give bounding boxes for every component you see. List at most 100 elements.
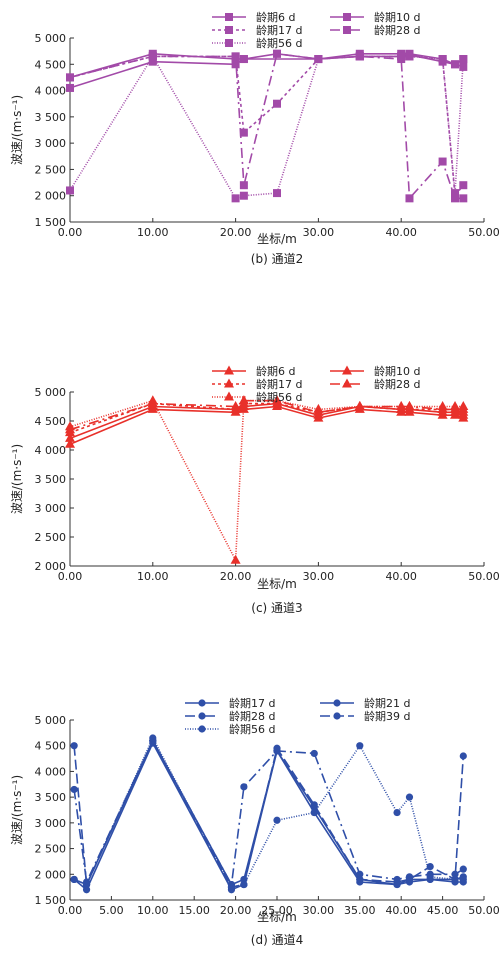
y-tick-label: 4 000 — [35, 444, 67, 457]
data-point — [451, 189, 460, 198]
data-point — [65, 438, 75, 448]
x-tick-label: 20.00 — [220, 904, 252, 917]
series-line — [69, 55, 464, 198]
data-point — [65, 432, 75, 442]
legend-marker — [342, 365, 352, 375]
x-tick-label: 10.00 — [137, 226, 169, 239]
legend-marker — [225, 13, 233, 21]
x-tick-label: 30.00 — [303, 904, 335, 917]
x-tick-label: 20.00 — [220, 570, 252, 583]
series-5 — [70, 734, 467, 891]
y-tick-label: 2 500 — [35, 843, 67, 856]
panel-caption: (b) 通道2 — [251, 252, 303, 266]
y-tick-label: 2 500 — [35, 531, 67, 544]
data-point — [239, 191, 248, 200]
data-point — [451, 194, 460, 203]
data-point — [393, 878, 401, 886]
x-tick-label: 40.00 — [385, 570, 417, 583]
legend-label: 龄期6 d — [256, 364, 295, 378]
x-tick-label: 50.00 — [468, 226, 500, 239]
data-point — [313, 403, 324, 413]
legend-entry: 龄期28 d — [330, 23, 420, 37]
legend-marker — [198, 725, 206, 733]
data-point — [148, 52, 157, 61]
data-point — [273, 99, 281, 108]
series-line — [69, 54, 465, 200]
x-axis-label: 坐标/m — [257, 232, 297, 246]
data-point — [451, 60, 460, 69]
legend-entry: 龄期10 d — [330, 10, 420, 24]
panel-caption: (c) 通道3 — [251, 601, 302, 615]
x-tick-label: 50.00 — [468, 570, 500, 583]
data-point — [459, 194, 468, 203]
data-point — [240, 783, 248, 791]
data-point — [354, 401, 365, 410]
y-tick-label: 4 000 — [35, 765, 67, 778]
legend-entry: 龄期21 d — [320, 696, 410, 710]
data-point — [314, 55, 323, 64]
data-point — [459, 55, 468, 64]
data-point — [356, 875, 364, 884]
y-axis-label: 波速/(m·s⁻¹) — [10, 775, 24, 845]
data-point — [310, 801, 318, 809]
legend-entry: 龄期28 d — [330, 377, 420, 391]
legend-marker — [198, 712, 206, 720]
data-point — [231, 194, 240, 203]
legend-label: 龄期10 d — [374, 10, 420, 24]
data-point — [310, 808, 318, 817]
data-point — [230, 554, 241, 564]
y-tick-label: 2 000 — [35, 868, 67, 881]
series-4 — [66, 49, 468, 203]
series-3 — [70, 736, 467, 889]
legend-marker — [224, 391, 234, 401]
legend-label: 龄期28 d — [374, 23, 420, 37]
legend-marker — [343, 13, 351, 21]
data-point — [273, 744, 281, 752]
legend-label: 龄期17 d — [229, 696, 275, 710]
data-point — [393, 808, 401, 817]
data-point — [396, 401, 407, 410]
data-point — [438, 55, 447, 64]
y-tick-label: 4 500 — [35, 415, 67, 428]
legend-entry: 龄期56 d — [185, 722, 275, 736]
data-point — [231, 60, 240, 69]
series-5 — [65, 395, 469, 564]
data-point — [459, 181, 468, 190]
x-tick-label: 10.00 — [137, 570, 169, 583]
data-point — [356, 870, 364, 878]
x-tick-label: 0.00 — [58, 570, 83, 583]
data-point — [82, 880, 91, 889]
y-tick-label: 3 500 — [35, 791, 67, 804]
x-tick-label: 45.00 — [427, 904, 459, 917]
data-point — [148, 57, 157, 66]
legend-marker — [224, 378, 234, 388]
legend-entry: 龄期56 d — [212, 390, 302, 404]
legend-marker — [343, 26, 351, 34]
data-point — [426, 862, 434, 871]
y-tick-label: 5 000 — [35, 714, 67, 727]
data-point — [240, 880, 248, 889]
x-tick-label: 10.00 — [137, 904, 169, 917]
data-point — [66, 186, 74, 195]
data-point — [459, 875, 467, 884]
y-tick-label: 3 000 — [35, 137, 67, 150]
series-5 — [66, 52, 468, 203]
data-point — [273, 816, 281, 824]
data-point — [65, 421, 75, 431]
data-point — [451, 870, 459, 878]
x-tick-label: 35.00 — [344, 904, 376, 917]
x-tick-label: 25.00 — [261, 904, 293, 917]
y-tick-label: 1 500 — [35, 894, 67, 907]
y-tick-label: 3 000 — [35, 817, 67, 830]
series-3 — [66, 52, 468, 200]
data-point — [356, 742, 364, 750]
data-point — [272, 395, 282, 405]
legend-label: 龄期17 d — [256, 377, 302, 391]
legend-marker — [225, 39, 233, 47]
data-point — [66, 83, 74, 92]
data-point — [147, 395, 158, 405]
data-point — [451, 875, 459, 884]
legend-entry: 龄期17 d — [212, 377, 302, 391]
chart-panel-3: 1 500 2 000 2 500 3 000 3 500 4 000 4 500 5 000… — [10, 696, 500, 947]
